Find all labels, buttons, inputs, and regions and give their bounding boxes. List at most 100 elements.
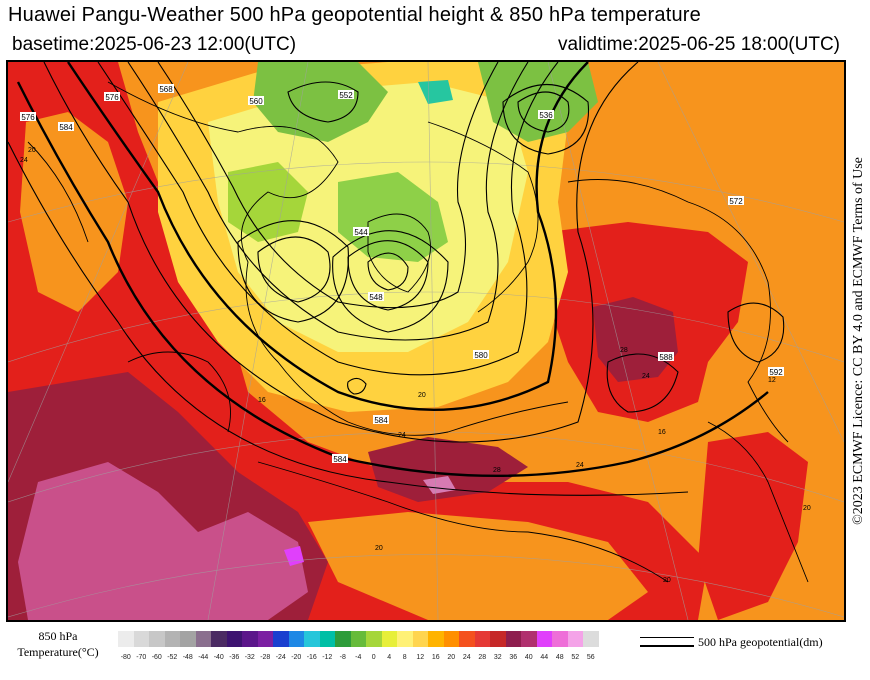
- hot-maroon-east: [593, 297, 678, 382]
- svg-text:544: 544: [354, 228, 368, 237]
- geopotential-legend-label: 500 hPa geopotential(dm): [698, 635, 823, 649]
- colorbar-tick-label: -80: [120, 654, 131, 661]
- svg-text:576: 576: [105, 93, 119, 102]
- colorbar-tick-label: 28: [478, 654, 487, 661]
- colorbar-swatch: [180, 631, 196, 647]
- hot-pink-sw: [18, 462, 308, 620]
- colorbar-swatch: [273, 631, 289, 647]
- colorbar-tick-label: 36: [509, 654, 518, 661]
- colorbar-tick-label: -36: [229, 654, 240, 661]
- cool-green-north: [253, 62, 388, 142]
- colorbar-ticks: -80 -70 -60 -52 -48 -44 -40 -36 -32 -28 -24 -20 -16-…: [118, 654, 617, 666]
- contour-label: 584: [58, 122, 74, 132]
- temperature-labels: 20 24 20 24 28 16 12 28 24 20 20 24 20 1…: [20, 147, 811, 584]
- geopotential-legend: 500 hPa geopotential(dm): [640, 633, 870, 653]
- colorbar-title-line1: 850 hPa: [38, 629, 78, 643]
- license-text: ©2023 ECMWF Licence: CC BY 4.0 and ECMWF…: [851, 157, 866, 525]
- colorbar-swatch: [242, 631, 258, 647]
- colorbar-swatch: [412, 631, 428, 647]
- colorbar-swatch: [257, 631, 273, 647]
- colorbar-swatch: [133, 631, 149, 647]
- contour-label: 572: [728, 196, 744, 206]
- colorbar-tick-label: 12: [416, 654, 425, 661]
- colorbar-tick-label: -24: [275, 654, 286, 661]
- colorbar-swatch: [490, 631, 506, 647]
- svg-text:560: 560: [249, 97, 263, 106]
- svg-text:592: 592: [769, 368, 783, 377]
- colorbar-tick-label: -70: [136, 654, 147, 661]
- colorbar-tick-label: -44: [198, 654, 209, 661]
- colorbar-tick-label: 0: [371, 654, 376, 661]
- colorbar-swatch: [428, 631, 444, 647]
- colorbar-swatch: [288, 631, 304, 647]
- colorbar-tick-label: 4: [387, 654, 392, 661]
- svg-text:584: 584: [59, 123, 73, 132]
- temp-label: 20: [663, 577, 671, 584]
- weather-map: 576 584 568 560 552 544 536 548 580 584 …: [6, 60, 846, 622]
- contour-label: 560: [248, 96, 264, 106]
- colorbar-tick-label: -8: [339, 654, 346, 661]
- colorbar-tick-label: -12: [322, 654, 333, 661]
- contour-label: 552: [338, 90, 354, 100]
- colorbar-swatch: [366, 631, 382, 647]
- colorbar-swatch: [505, 631, 521, 647]
- colorbar-tick-label: 40: [524, 654, 533, 661]
- validtime-label: validtime:2025-06-25 18:00(UTC): [558, 34, 840, 55]
- colorbar-swatch: [335, 631, 351, 647]
- legend-line-thick: [640, 645, 694, 647]
- colorbar-tick-label: 8: [402, 654, 407, 661]
- colorbar-tick-label: -40: [213, 654, 224, 661]
- colorbar-title: 850 hPa Temperature(°C): [6, 628, 110, 660]
- colorbar-swatch: [319, 631, 335, 647]
- cool-green-left: [228, 162, 308, 242]
- contour-label: 544: [353, 227, 369, 237]
- svg-text:576: 576: [21, 113, 35, 122]
- contour-label: 548: [368, 292, 384, 302]
- colorbar-tick-label: -4: [355, 654, 362, 661]
- temp-label: 24: [576, 462, 584, 469]
- colorbar-tick-label: -52: [167, 654, 178, 661]
- contour-label: 576: [20, 112, 36, 122]
- colorbar-swatch: [443, 631, 459, 647]
- colorbar-title-line2: Temperature(°C): [17, 645, 99, 659]
- colorbar-swatch: [536, 631, 552, 647]
- svg-text:588: 588: [659, 353, 673, 362]
- svg-text:584: 584: [374, 416, 388, 425]
- contour-label: 584: [373, 415, 389, 425]
- contour-label: 536: [538, 110, 554, 120]
- colorbar-swatch: [164, 631, 180, 647]
- colorbar-tick-label: 44: [540, 654, 549, 661]
- temp-label: 20: [418, 392, 426, 399]
- temp-label: 16: [258, 397, 266, 404]
- colorbar-tick-label: 56: [586, 654, 595, 661]
- colorbar-tick-label: 52: [571, 654, 580, 661]
- contour-label: 580: [473, 350, 489, 360]
- temp-label: 28: [620, 347, 628, 354]
- contour-label: 568: [158, 84, 174, 94]
- temp-label: 24: [642, 373, 650, 380]
- colorbar-swatch: [304, 631, 320, 647]
- colorbar-tick-label: 24: [462, 654, 471, 661]
- svg-text:552: 552: [339, 91, 353, 100]
- coastlines: [27, 81, 809, 583]
- colorbar-swatch: [149, 631, 165, 647]
- colorbar-tick-label: -28: [260, 654, 271, 661]
- temp-label: 12: [768, 377, 776, 384]
- colorbar-tick-label: -20: [291, 654, 302, 661]
- colorbar-tick-label: 32: [493, 654, 502, 661]
- colorbar-swatch: [459, 631, 475, 647]
- colorbar-swatch: [211, 631, 227, 647]
- svg-text:536: 536: [539, 111, 553, 120]
- contour-label: 576: [104, 92, 120, 102]
- colorbar-swatch: [381, 631, 397, 647]
- temp-label: 28: [493, 467, 501, 474]
- colorbar-swatch: [474, 631, 490, 647]
- contour-label: 588: [658, 352, 674, 362]
- temperature-colorbar: [118, 631, 599, 647]
- colorbar-swatch: [583, 631, 599, 647]
- colorbar-swatch: [118, 631, 134, 647]
- colorbar-swatch: [350, 631, 366, 647]
- red-east-south: [698, 432, 808, 620]
- temperature-field: [8, 62, 844, 620]
- temp-label: 24: [20, 157, 28, 164]
